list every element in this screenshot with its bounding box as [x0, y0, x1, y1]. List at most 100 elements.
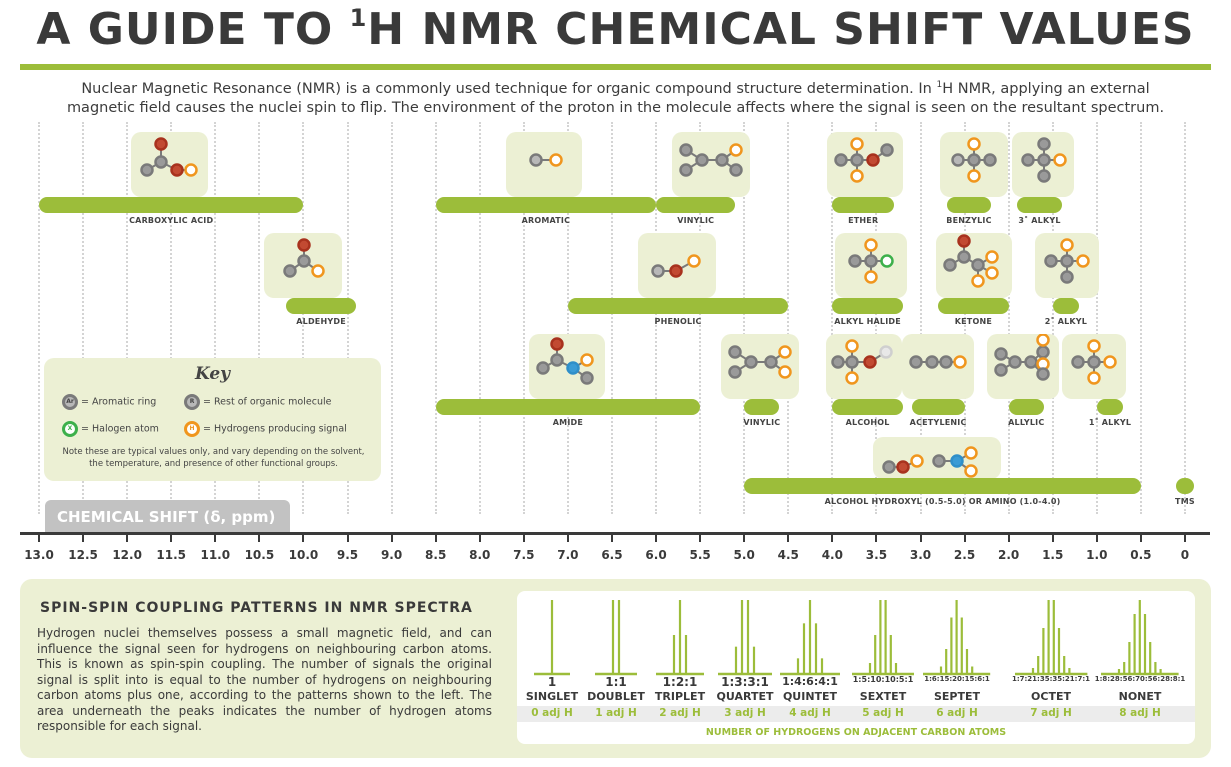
shift-bar [744, 478, 1141, 494]
multiplet-peaks [654, 597, 706, 677]
shift-bar [1176, 478, 1194, 494]
gridline [38, 122, 40, 514]
axis-tick [522, 532, 525, 542]
shift-label: ETHER [848, 216, 879, 225]
gridline [1007, 122, 1010, 514]
rgroup-icon: R [184, 394, 200, 410]
shift-label: AMIDE [552, 418, 583, 427]
gridline [434, 122, 437, 514]
axis-tick [302, 532, 305, 542]
axis-tick-label: 4.0 [821, 548, 843, 562]
shift-label: BENZYLIC [946, 216, 992, 225]
axis-tick-label: 2.5 [953, 548, 976, 562]
multiplet-ratio: 1:2:1 [662, 675, 698, 689]
hydrogen-atom-icon: H [184, 421, 200, 437]
axis-tick [1183, 532, 1186, 542]
gridline [214, 122, 217, 514]
multiplet-name: DOUBLET [587, 690, 645, 703]
multiplet-ratio: 1:3:3:1 [721, 675, 769, 689]
multiplet-ratio: 1:8:28:56:70:56:28:8:1 [1094, 675, 1186, 683]
key-item-halogen: X = Halogen atom [62, 421, 159, 437]
multiplet-name: SINGLET [525, 690, 579, 703]
gridline [126, 122, 129, 514]
axis-tick [787, 532, 790, 542]
multiplet-ratio: 1:5:10:10:5:1 [852, 675, 914, 684]
axis-tick-label: 5.5 [689, 548, 711, 562]
molecule-alkyl2 [1035, 233, 1099, 298]
molecule-benzyl [940, 132, 1008, 197]
shift-bar [435, 399, 701, 415]
gridline [302, 122, 305, 514]
molecule-hydroxyl-amino [873, 437, 1001, 479]
axis-tick [1007, 532, 1010, 542]
molecule-alkyl1 [1062, 334, 1126, 399]
adj-h-band [517, 706, 1195, 722]
gridline [478, 122, 481, 514]
axis-tick-label: 5.0 [733, 548, 755, 562]
axis-tick-label: 9.0 [380, 548, 403, 562]
axis-title: CHEMICAL SHIFT (δ, ppm) [45, 500, 290, 533]
spin-coupling-text: Hydrogen nuclei themselves possess a sma… [37, 626, 492, 733]
axis-tick [346, 532, 349, 542]
shift-label: PHENOLIC [654, 317, 702, 326]
shift-bar [938, 298, 1009, 314]
multiplet-adj-h: 7 adj H [1030, 707, 1072, 719]
gridline [787, 122, 790, 514]
shift-bar [567, 298, 789, 314]
multiplet-peaks [1099, 597, 1181, 677]
axis-tick [1139, 532, 1142, 542]
shift-label: 1˚ ALKYL [1088, 418, 1132, 427]
shift-label: 2˚ ALKYL [1044, 317, 1088, 326]
shift-bar [946, 197, 991, 213]
axis-tick-label: 1.5 [1042, 548, 1064, 562]
gridline [390, 122, 393, 514]
axis-tick [258, 532, 261, 542]
multiplet-adj-h: 8 adj H [1119, 707, 1161, 719]
gridline [522, 122, 525, 514]
gridline [1183, 122, 1186, 514]
molecule-alkyne [902, 334, 974, 399]
key-panel: Key Ar = Aromatic ring R = Rest of organic… [44, 358, 381, 481]
gridline [346, 122, 349, 514]
axis-tick [38, 532, 40, 542]
gridline [699, 122, 702, 514]
axis-tick-label: 7.0 [557, 548, 579, 562]
shift-label: ACETYLENIC [909, 418, 967, 427]
axis-tick [566, 532, 569, 542]
shift-label: ALLYLIC [1008, 418, 1045, 427]
axis-tick-label: 9.5 [336, 548, 359, 562]
molecule-ketone [936, 233, 1012, 298]
molecule-carbonyl-oh [131, 132, 208, 197]
multiplet-adj-h: 6 adj H [936, 707, 978, 719]
axis-tick [390, 532, 393, 542]
aromatic-ring-icon: Ar [62, 394, 78, 410]
axis-tick [126, 532, 129, 542]
axis-tick [170, 532, 173, 542]
shift-label: VINYLIC [677, 216, 715, 225]
axis-tick [743, 532, 746, 542]
key-item-rgroup: R = Rest of organic molecule [184, 394, 331, 410]
axis-tick-label: 10.5 [244, 548, 275, 562]
shift-bar [1017, 197, 1062, 213]
multiplet-name: SEPTET [933, 690, 981, 703]
multiplet-peaks [778, 597, 842, 677]
gridline [170, 122, 173, 514]
shift-bar [911, 399, 965, 415]
shift-bar [39, 197, 304, 213]
shift-label: CARBOXYLIC ACID [129, 216, 214, 225]
axis-tick [655, 532, 658, 542]
multiplet-ratio: 1:6:15:20:15:6:1 [924, 675, 990, 683]
axis-tick [1095, 532, 1098, 542]
molecule-aromatic [506, 132, 582, 197]
key-item-hydrogen: H = Hydrogens producing signal [184, 421, 347, 437]
axis-tick-label: 4.5 [777, 548, 799, 562]
multiplet-ratio: 1:1 [605, 675, 627, 689]
molecule-allyl [987, 333, 1059, 399]
molecule-vinyl2 [721, 334, 799, 399]
spin-coupling-title: SPIN-SPIN COUPLING PATTERNS IN NMR SPECT… [40, 600, 473, 616]
molecule-vinyl [672, 132, 750, 197]
shift-label: AROMATIC [521, 216, 571, 225]
title-divider [20, 64, 1211, 70]
axis-tick-label: 12.0 [112, 548, 142, 562]
shift-label: TMS [1175, 497, 1195, 506]
